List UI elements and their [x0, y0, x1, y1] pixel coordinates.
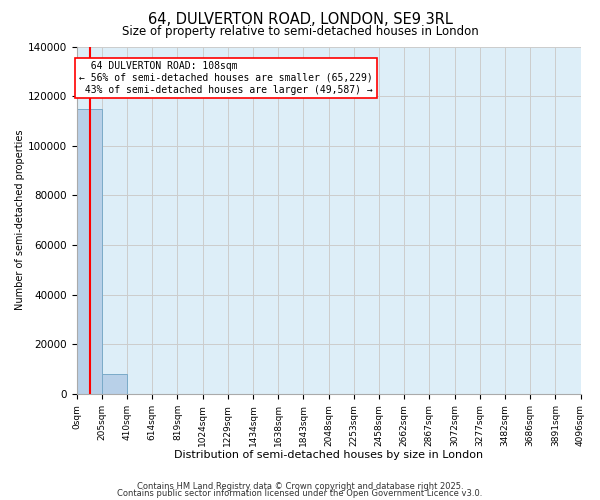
- Text: 64 DULVERTON ROAD: 108sqm
← 56% of semi-detached houses are smaller (65,229)
 43: 64 DULVERTON ROAD: 108sqm ← 56% of semi-…: [79, 62, 373, 94]
- X-axis label: Distribution of semi-detached houses by size in London: Distribution of semi-detached houses by …: [174, 450, 483, 460]
- Bar: [77, 109, 102, 394]
- Y-axis label: Number of semi-detached properties: Number of semi-detached properties: [15, 130, 25, 310]
- Text: Size of property relative to semi-detached houses in London: Size of property relative to semi-detach…: [122, 25, 478, 38]
- Bar: [102, 374, 127, 394]
- Text: Contains HM Land Registry data © Crown copyright and database right 2025.: Contains HM Land Registry data © Crown c…: [137, 482, 463, 491]
- Text: Contains public sector information licensed under the Open Government Licence v3: Contains public sector information licen…: [118, 490, 482, 498]
- Text: 64, DULVERTON ROAD, LONDON, SE9 3RL: 64, DULVERTON ROAD, LONDON, SE9 3RL: [148, 12, 452, 28]
